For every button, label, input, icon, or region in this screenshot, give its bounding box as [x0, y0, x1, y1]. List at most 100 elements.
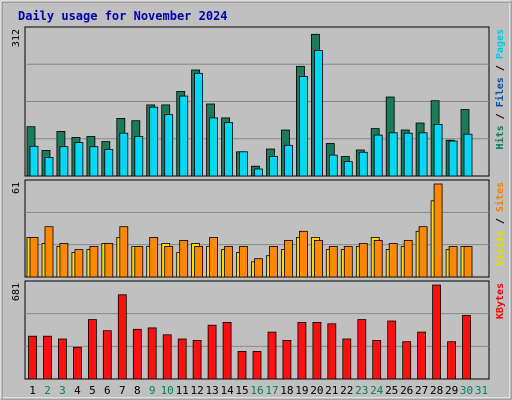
bar-files-day-13 [209, 117, 219, 177]
day-label-26: 26 [400, 384, 413, 397]
bar-files-day-28 [433, 124, 443, 177]
series-legend-label: Hits / Files / Pages [494, 29, 506, 149]
bar-files-day-14 [224, 122, 234, 177]
bar-kbytes-day-7 [117, 294, 127, 380]
bar-kbytes-day-3 [58, 338, 67, 380]
bar-sites-day-11 [179, 239, 189, 278]
y-max-label: 61 [11, 182, 22, 194]
bar-files-day-18 [283, 144, 293, 177]
bar-sites-day-23 [358, 243, 368, 278]
bar-kbytes-day-27 [417, 331, 427, 380]
bar-kbytes-day-30 [462, 315, 471, 380]
bar-kbytes-day-2 [43, 335, 52, 380]
bar-files-day-5 [89, 146, 99, 177]
bar-files-day-6 [104, 149, 114, 177]
bar-files-day-3 [59, 146, 69, 177]
legend-separator: / [495, 59, 506, 77]
bar-files-day-27 [418, 132, 428, 177]
day-label-3: 3 [59, 384, 66, 397]
bar-sites-day-25 [388, 243, 398, 278]
bar-files-day-11 [179, 95, 189, 177]
bar-kbytes-day-25 [387, 320, 397, 380]
bar-files-day-30 [463, 133, 473, 177]
y-max-label: 312 [11, 29, 22, 47]
bar-files-day-15 [239, 151, 248, 177]
bar-files-day-26 [403, 132, 413, 177]
legend-kbytes: KBytes [495, 283, 506, 319]
bar-kbytes-day-16 [252, 350, 262, 380]
bar-files-day-20 [313, 50, 323, 177]
series-legend-label: KBytes [495, 283, 506, 319]
day-label-8: 8 [134, 384, 141, 397]
day-label-4: 4 [74, 384, 81, 397]
bar-sites-day-4 [74, 249, 84, 278]
bar-files-day-9 [149, 106, 159, 177]
day-label-11: 11 [176, 384, 189, 397]
bar-kbytes-day-10 [162, 334, 172, 380]
bar-kbytes-day-22 [342, 338, 352, 380]
bar-sites-day-16 [254, 258, 263, 278]
day-label-24: 24 [370, 384, 384, 397]
bar-kbytes-day-26 [402, 341, 412, 380]
bar-files-day-4 [74, 142, 84, 177]
day-label-28: 28 [430, 384, 443, 397]
bar-files-day-23 [358, 151, 368, 177]
day-label-25: 25 [385, 384, 398, 397]
bar-kbytes-day-9 [147, 327, 157, 380]
day-label-23: 23 [355, 384, 368, 397]
bar-files-day-1 [29, 145, 39, 177]
bar-sites-day-15 [239, 246, 248, 278]
legend-separator: / [495, 212, 506, 230]
bar-kbytes-day-15 [237, 350, 247, 380]
bar-kbytes-day-28 [432, 284, 442, 380]
bar-files-day-10 [164, 114, 174, 177]
day-label-1: 1 [29, 384, 36, 397]
panel-2: 61 Visits / Sites [11, 179, 506, 278]
bar-sites-day-26 [403, 239, 413, 278]
bar-files-day-12 [194, 72, 204, 177]
day-label-18: 18 [280, 384, 293, 397]
bar-sites-day-12 [194, 246, 204, 278]
bar-kbytes-day-8 [132, 328, 142, 380]
day-label-21: 21 [325, 384, 338, 397]
bar-kbytes-day-19 [297, 321, 307, 380]
bar-files-day-7 [119, 132, 129, 177]
bar-sites-day-8 [134, 246, 144, 278]
legend-sites: Sites [494, 182, 506, 212]
day-label-2: 2 [44, 384, 51, 397]
legend-visits: Visits [494, 230, 506, 266]
bar-sites-day-14 [224, 246, 234, 278]
bar-sites-day-22 [343, 246, 353, 278]
bar-kbytes-day-1 [28, 335, 37, 380]
legend-pages: Pages [495, 29, 506, 59]
bar-files-day-8 [134, 136, 144, 177]
day-label-19: 19 [295, 384, 308, 397]
bar-sites-day-19 [298, 230, 308, 278]
bar-files-day-2 [44, 156, 54, 177]
bar-kbytes-day-4 [73, 346, 82, 380]
bar-kbytes-day-12 [192, 339, 202, 380]
bar-kbytes-day-23 [357, 319, 367, 380]
bar-files-day-16 [254, 168, 263, 177]
bar-files-day-24 [373, 134, 383, 177]
bar-sites-day-6 [104, 243, 114, 278]
y-max-label: 681 [11, 283, 22, 301]
day-label-22: 22 [340, 384, 353, 397]
day-label-15: 15 [235, 384, 248, 397]
bar-sites-day-28 [433, 183, 443, 278]
legend-files: Files [494, 77, 506, 107]
day-label-30: 30 [460, 384, 473, 397]
bar-sites-day-9 [149, 236, 159, 278]
bar-kbytes-day-24 [372, 339, 382, 380]
day-label-31: 31 [475, 384, 488, 397]
bar-sites-day-7 [119, 226, 129, 278]
day-label-7: 7 [119, 384, 126, 397]
bar-sites-day-17 [269, 246, 278, 278]
day-label-5: 5 [89, 384, 96, 397]
bar-files-day-19 [298, 76, 308, 177]
bar-kbytes-day-6 [102, 330, 112, 380]
bar-sites-day-5 [89, 246, 99, 278]
bar-sites-day-10 [164, 246, 174, 278]
